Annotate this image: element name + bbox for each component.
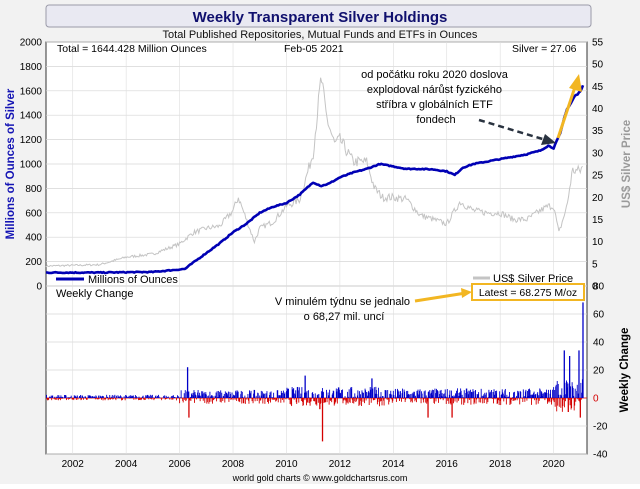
silver-price-layer <box>45 77 583 268</box>
y-tick-left-600: 600 <box>25 208 42 219</box>
y-tick-right-25: 25 <box>592 171 604 182</box>
y-tick-weekly-60: 60 <box>593 310 605 321</box>
annotation-dashed-arrow <box>478 118 547 142</box>
x-tick-2010: 2010 <box>275 459 298 470</box>
weekly-change-title: Weekly Change <box>56 288 133 300</box>
y-tick-left-800: 800 <box>25 184 42 195</box>
y-tick-right-35: 35 <box>592 126 604 137</box>
weekly-change-bars <box>46 302 587 442</box>
y-tick-weekly-80: 80 <box>593 282 605 293</box>
x-tick-2014: 2014 <box>382 459 405 470</box>
x-tick-2008: 2008 <box>222 459 245 470</box>
y-tick-weekly--40: -40 <box>593 450 608 461</box>
weekly-annotation-text: V minulém týdnu se jednalo o 68,27 mil. … <box>275 296 413 323</box>
y-tick-right-0: 0 <box>592 282 598 293</box>
x-tick-2004: 2004 <box>115 459 138 470</box>
tick-labels: 0200400600800100012001400160018002000051… <box>20 38 608 471</box>
y-tick-right-55: 55 <box>592 38 604 49</box>
y-tick-left-200: 200 <box>25 257 42 268</box>
info-total: Total = 1644.428 Million Ounces <box>57 43 207 55</box>
title-bar <box>45 4 592 28</box>
y-tick-right-20: 20 <box>592 193 604 204</box>
y-tick-left-1200: 1200 <box>20 135 43 146</box>
y-tick-right-45: 45 <box>592 82 604 93</box>
silver-price-line <box>45 77 583 268</box>
x-tick-2002: 2002 <box>62 459 85 470</box>
y-tick-left-1400: 1400 <box>20 111 43 122</box>
holdings-layer <box>45 84 585 275</box>
y-tick-weekly--20: -20 <box>593 422 608 433</box>
y-tick-left-1600: 1600 <box>20 86 43 97</box>
x-tick-2020: 2020 <box>542 459 565 470</box>
weekly-annotation-arrowhead <box>461 288 472 298</box>
y-tick-left-400: 400 <box>25 233 42 244</box>
y-tick-weekly-20: 20 <box>593 366 605 377</box>
x-tick-2012: 2012 <box>329 459 352 470</box>
info-date: Feb-05 2021 <box>284 43 344 55</box>
y-axis-label-right: US$ Silver Price <box>621 120 633 208</box>
x-tick-2018: 2018 <box>489 459 512 470</box>
annotation-yellow-arrowhead <box>569 74 582 92</box>
y-tick-right-5: 5 <box>592 259 598 270</box>
y-tick-right-50: 50 <box>592 60 604 71</box>
y-tick-left-2000: 2000 <box>20 38 43 49</box>
y-tick-weekly-0: 0 <box>593 394 599 405</box>
y-tick-right-10: 10 <box>592 237 604 248</box>
x-tick-2006: 2006 <box>168 459 191 470</box>
annotation-yellow-arrow <box>556 83 578 139</box>
holdings-line <box>45 84 585 275</box>
chart-title: Weekly Transparent Silver Holdings <box>193 9 448 26</box>
legend-price-label: US$ Silver Price <box>493 273 573 285</box>
info-silver: Silver = 27.06 <box>512 43 577 55</box>
y-tick-left-1800: 1800 <box>20 62 43 73</box>
weekly-annotation-arrow <box>414 291 467 303</box>
y-tick-left-0: 0 <box>36 282 42 293</box>
annotation-dashed-arrowhead <box>541 134 556 145</box>
y-axis-label-left: Millions of Ounces of Silver <box>5 88 17 239</box>
y-tick-weekly-40: 40 <box>593 338 605 349</box>
chart-subtitle: Total Published Repositories, Mutual Fun… <box>163 29 478 41</box>
x-tick-2016: 2016 <box>436 459 459 470</box>
y-tick-right-30: 30 <box>592 148 604 159</box>
y-axis-label-bottom-right: Weekly Change <box>619 328 631 413</box>
legend-holdings-label: Millions of Ounces <box>88 274 178 286</box>
footer-credit: world gold charts © www.goldchartsrus.co… <box>232 473 408 483</box>
annotation-text: od počátku roku 2020 doslova explodoval … <box>361 69 511 126</box>
y-tick-right-40: 40 <box>592 104 604 115</box>
y-tick-left-1000: 1000 <box>20 160 43 171</box>
y-tick-right-15: 15 <box>592 215 604 226</box>
latest-value-label: Latest = 68.275 M/oz <box>479 287 577 299</box>
